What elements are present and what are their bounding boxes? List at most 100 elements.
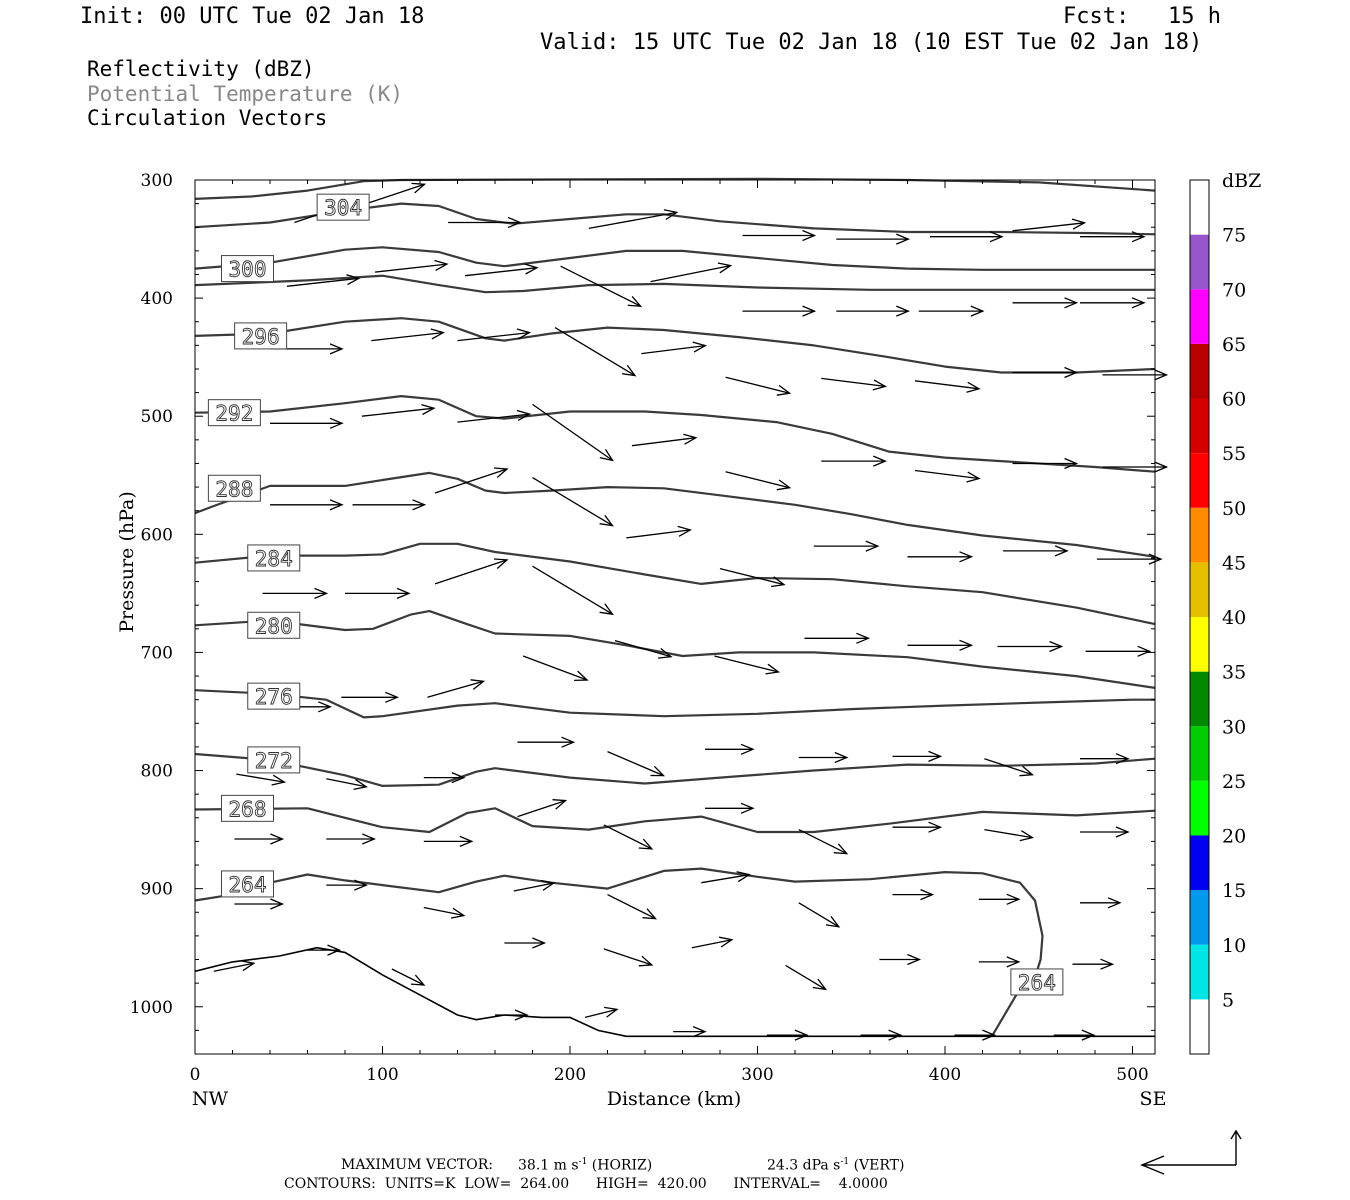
vector-head [865, 540, 880, 552]
vector-head [638, 955, 654, 967]
vector-shaft [1012, 222, 1085, 232]
vector-arrow [1080, 297, 1146, 309]
vector-head [354, 879, 368, 891]
vector-arrow [504, 937, 547, 949]
contour-label-280: 280 [255, 614, 293, 638]
theta-contour-300 [194, 246, 1155, 271]
vector-shaft [554, 327, 636, 377]
vector-head [989, 231, 1004, 243]
vector-arrow [798, 751, 849, 764]
axes: 300 400 500 600 700 800 900 1000 0 100 200 300 400 50… [116, 171, 1166, 1110]
vector-arrow [650, 262, 733, 283]
colorbar-label: 50 [1222, 498, 1246, 520]
colorbar-label: 45 [1222, 552, 1246, 574]
vector-shaft [701, 874, 750, 884]
vector-arrow [631, 433, 698, 447]
vector-shaft [984, 828, 1033, 839]
colorbar-label: 20 [1222, 826, 1246, 848]
vector-head [430, 328, 445, 340]
contour-label-box [247, 682, 301, 710]
vector-head [1131, 231, 1146, 243]
vector-head [658, 647, 673, 659]
vector-arrow [1012, 366, 1079, 379]
vector-shaft [614, 639, 672, 658]
vector-arrow [270, 417, 344, 429]
vector-head [683, 433, 698, 445]
circulation-vectors [213, 182, 1169, 1041]
vector-arrow [371, 328, 445, 342]
vector-shaft [532, 403, 613, 461]
vector-head [346, 274, 361, 286]
vector-arrow [560, 265, 643, 307]
vector-shaft [464, 267, 538, 277]
vector-arrow [427, 679, 486, 698]
contour-label-288: 288 [215, 477, 253, 501]
vector-arrow [879, 953, 922, 966]
vector-arrow [804, 632, 871, 644]
vector-head [459, 835, 474, 848]
theta-contour-298 [194, 274, 1155, 294]
vector-arrow [742, 305, 817, 317]
vector-head [1107, 897, 1122, 909]
vector-arrow [603, 824, 654, 850]
vector-head [540, 879, 556, 891]
contour-label-264: 264 [1018, 971, 1056, 995]
vector-head [907, 953, 922, 966]
vector-arrow [914, 380, 981, 393]
vector-head [776, 384, 792, 396]
colorbar-segment [1190, 780, 1209, 836]
contour-label-264: 264 [229, 873, 267, 897]
vector-arrow [614, 639, 673, 659]
vector-shaft [423, 906, 464, 917]
y-tick-label: 500 [141, 407, 173, 427]
contour-label-268: 268 [229, 797, 267, 821]
vector-arrow [434, 467, 509, 494]
vector-arrow [742, 229, 817, 242]
terrain [194, 946, 1155, 1038]
vector-arrow [262, 587, 329, 600]
vector-arrow [1003, 545, 1069, 557]
vector-head [1148, 553, 1163, 565]
y-tick-label: 900 [141, 880, 173, 900]
init-time: Init: 00 UTC Tue 02 Jan 18 [80, 4, 425, 29]
x-tick-label: 400 [929, 1065, 961, 1085]
vector-head [982, 1029, 997, 1041]
colorbar-label: 25 [1222, 771, 1246, 793]
vector-arrow [766, 1029, 809, 1041]
vector-shaft [371, 331, 444, 342]
vector-shaft [691, 939, 733, 949]
contour-label-296: 296 [242, 325, 280, 349]
vector-arrow [513, 879, 556, 892]
vector-head [794, 1029, 809, 1041]
vector-head [493, 467, 509, 478]
vector-head [1064, 457, 1079, 470]
vector-head [1019, 765, 1035, 777]
x-tick-label: 100 [366, 1065, 398, 1085]
vector-arrow [457, 409, 532, 423]
x-axis-label: Distance (km) [607, 1088, 742, 1110]
vector-head [970, 305, 985, 317]
colorbar-label: 35 [1222, 662, 1246, 684]
contour-label-box [1010, 968, 1064, 996]
vector-arrow [821, 455, 887, 467]
colorbar-unit: dBZ [1222, 170, 1261, 192]
vector-head [1071, 218, 1087, 230]
vector-head [888, 1029, 903, 1041]
vector-arrow [345, 587, 411, 600]
vector-shaft [725, 471, 790, 489]
vector-shaft [213, 962, 254, 972]
y-tick-label: 300 [141, 171, 173, 191]
vector-head [599, 514, 614, 527]
vector-head [692, 1025, 707, 1038]
vector-head [959, 551, 974, 563]
colorbar-segment [1190, 944, 1209, 1000]
vector-shaft [626, 529, 691, 539]
vector-head [411, 182, 427, 194]
y-tick-label: 700 [141, 643, 173, 663]
y-tick-label: 1000 [130, 998, 173, 1018]
reference-vector-icon [1140, 1129, 1242, 1175]
vector-head [516, 328, 532, 340]
vector-shaft [513, 882, 554, 892]
vector-arrow [984, 828, 1035, 842]
vector-head [532, 937, 547, 949]
